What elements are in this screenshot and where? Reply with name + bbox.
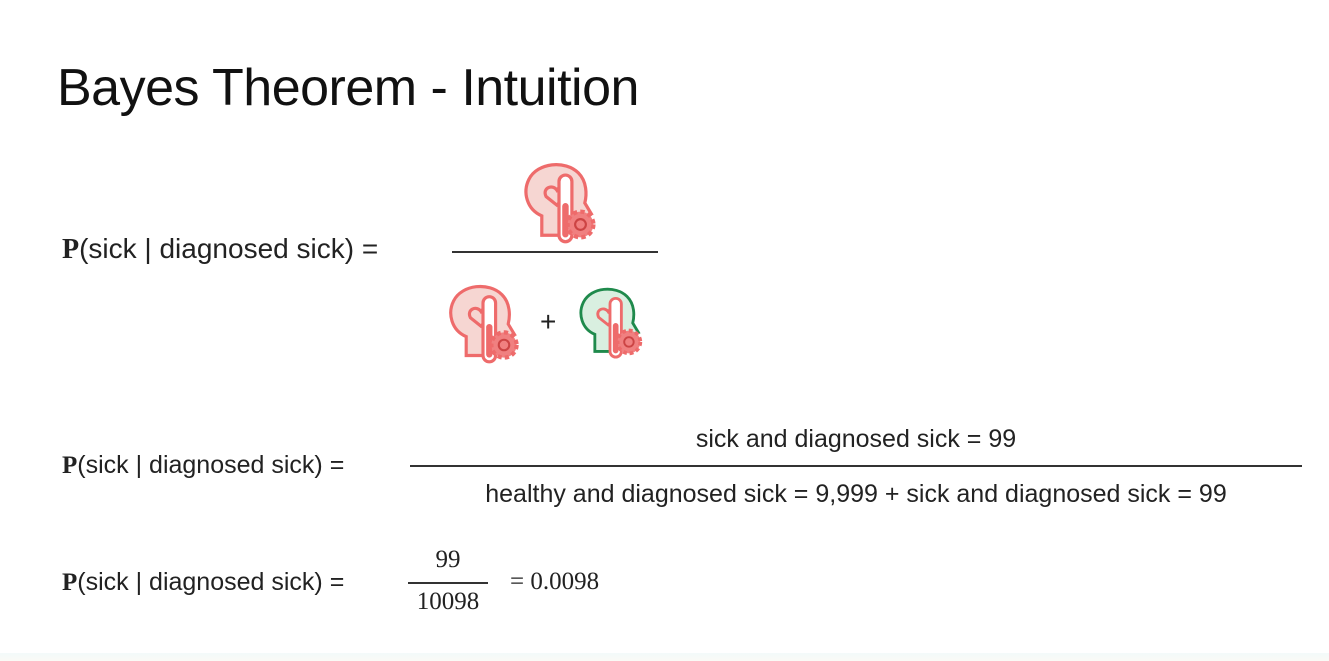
- probability-symbol: P: [62, 234, 80, 265]
- fraction-bar: [410, 465, 1302, 467]
- lhs-text: (sick | diagnosed sick) =: [77, 568, 345, 596]
- probability-symbol: P: [62, 452, 78, 479]
- equation2-numerator: sick and diagnosed sick = 99: [695, 425, 1017, 453]
- equation3-denominator: 10098: [416, 588, 480, 615]
- fraction-bar: [408, 582, 488, 584]
- equation3-numerator: 99: [435, 546, 461, 573]
- lhs-text: (sick | diagnosed sick) =: [77, 451, 345, 479]
- slide-title: Bayes Theorem - Intuition: [57, 59, 639, 117]
- probability-symbol: P: [62, 569, 78, 596]
- healthy-patient-icon: [579, 287, 643, 359]
- equation2-lhs: P(sick | diagnosed sick) =: [62, 451, 344, 480]
- sick-patient-icon: [518, 160, 600, 246]
- equation2-denominator: healthy and diagnosed sick = 9,999 + sic…: [485, 480, 1227, 508]
- plus-sign: +: [540, 306, 557, 337]
- equation1-lhs: P(sick | diagnosed sick) =: [62, 233, 378, 266]
- fraction-bar: [452, 251, 658, 253]
- equation3-lhs: P(sick | diagnosed sick) =: [62, 568, 344, 597]
- lhs-text: (sick | diagnosed sick) =: [79, 233, 379, 264]
- sick-patient-icon: [443, 282, 523, 366]
- bottom-edge: [0, 653, 1329, 661]
- equation3-result: = 0.0098: [510, 568, 600, 595]
